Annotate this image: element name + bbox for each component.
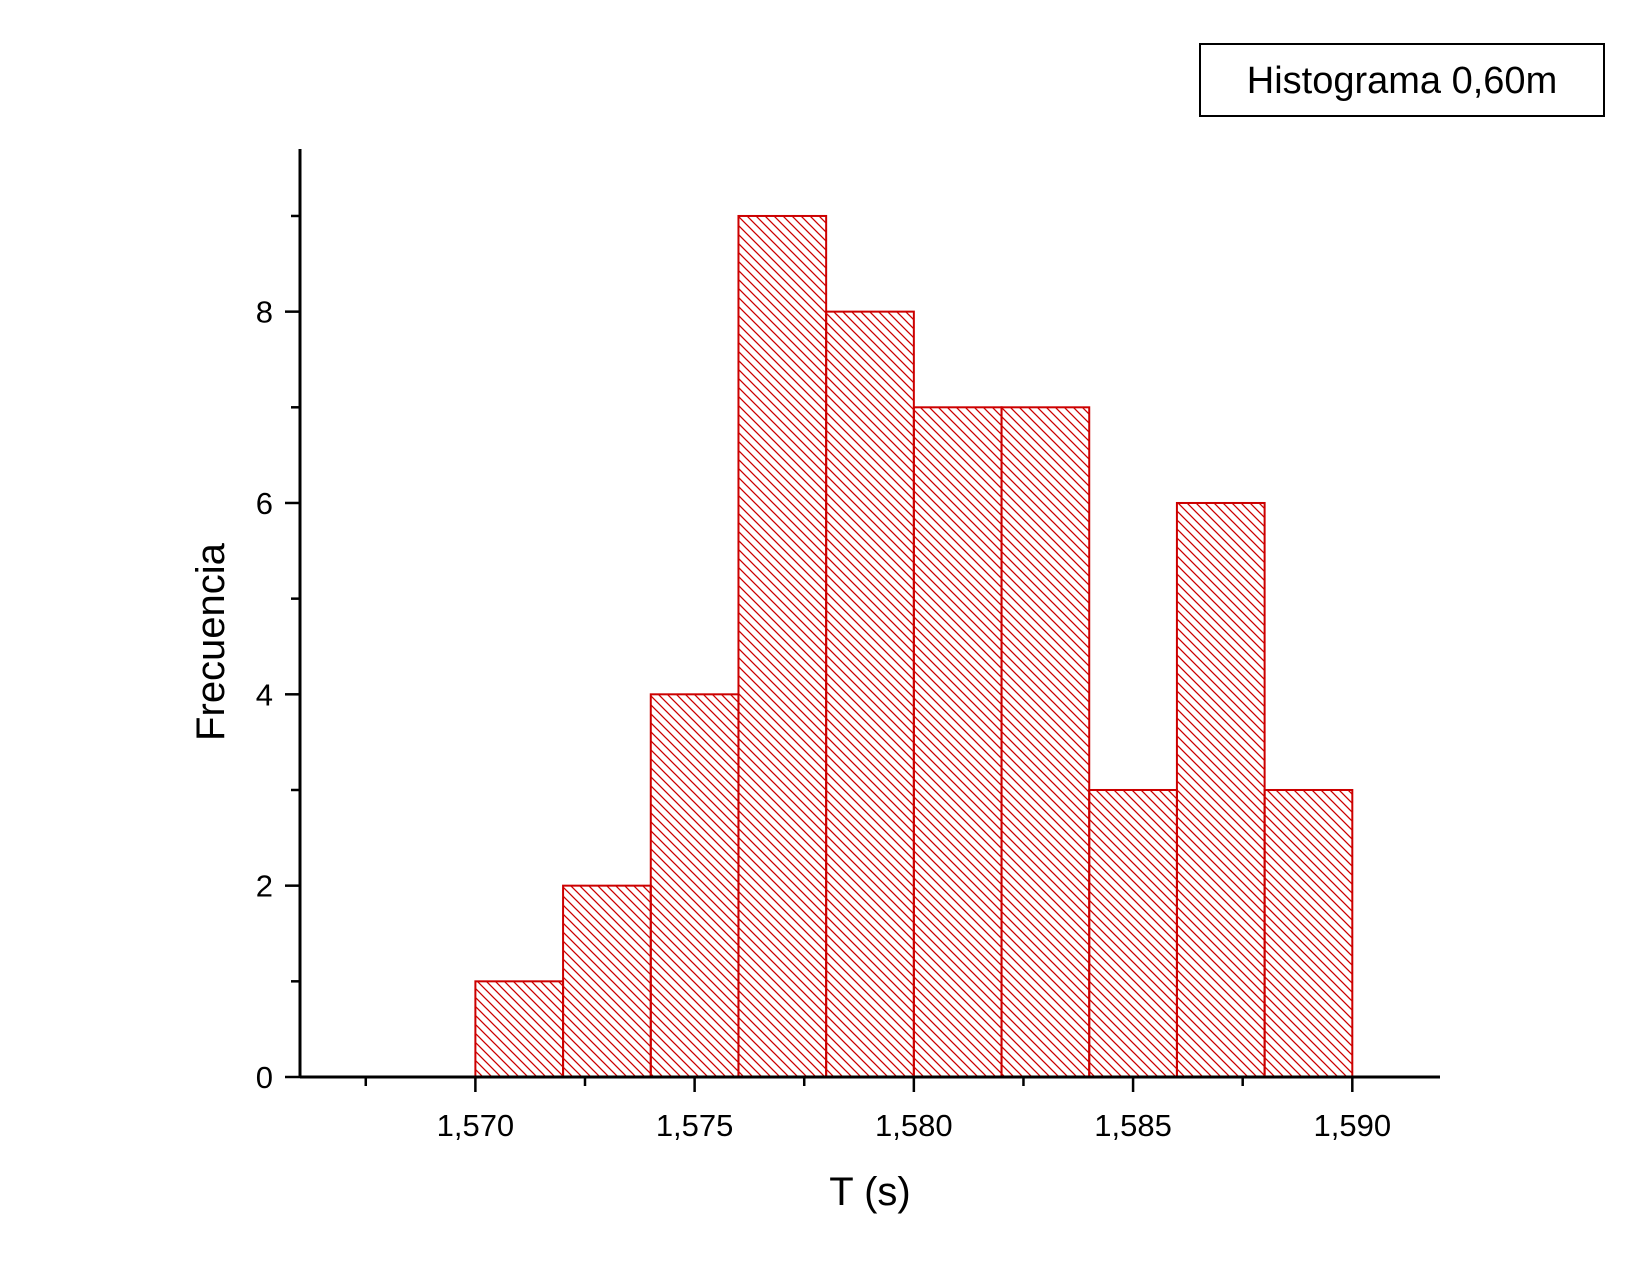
histogram-bar [737, 214, 828, 1079]
legend-box [1199, 43, 1605, 117]
y-axis-title: Frecuencia [189, 542, 233, 741]
histogram-bar [1088, 788, 1178, 1078]
histogram-bar [1263, 788, 1354, 1078]
x-tick-label: 1,585 [1094, 1108, 1172, 1143]
x-tick-label: 1,590 [1314, 1108, 1392, 1143]
histogram-bar [912, 406, 1003, 1078]
histogram-bar [562, 884, 652, 1078]
y-tick-label: 4 [256, 677, 273, 712]
legend: Histograma 0,60m [1199, 43, 1605, 117]
x-axis-title: T (s) [829, 1170, 910, 1214]
axes: 1,570 1,575 1,580 1,585 1,590 0 2 4 6 8 [256, 149, 1440, 1143]
x-tick-label: 1,575 [656, 1108, 734, 1143]
histogram-bar [1000, 406, 1091, 1078]
histogram-bars [474, 214, 1354, 1079]
y-tick-label: 6 [256, 486, 273, 521]
x-ticks: 1,570 1,575 1,580 1,585 1,590 [364, 1077, 1392, 1143]
histogram-bar [825, 310, 915, 1078]
y-tick-label: 2 [256, 869, 273, 904]
histogram-bar [1175, 501, 1266, 1078]
y-tick-label: 8 [256, 295, 273, 330]
histogram-bar [474, 980, 565, 1078]
y-tick-label: 0 [256, 1060, 273, 1095]
y-ticks: 0 2 4 6 8 [256, 214, 300, 1095]
histogram-bar [649, 693, 740, 1078]
x-tick-label: 1,570 [437, 1108, 515, 1143]
legend-label: Histograma 0,60m [1247, 60, 1557, 102]
x-tick-label: 1,580 [875, 1108, 953, 1143]
